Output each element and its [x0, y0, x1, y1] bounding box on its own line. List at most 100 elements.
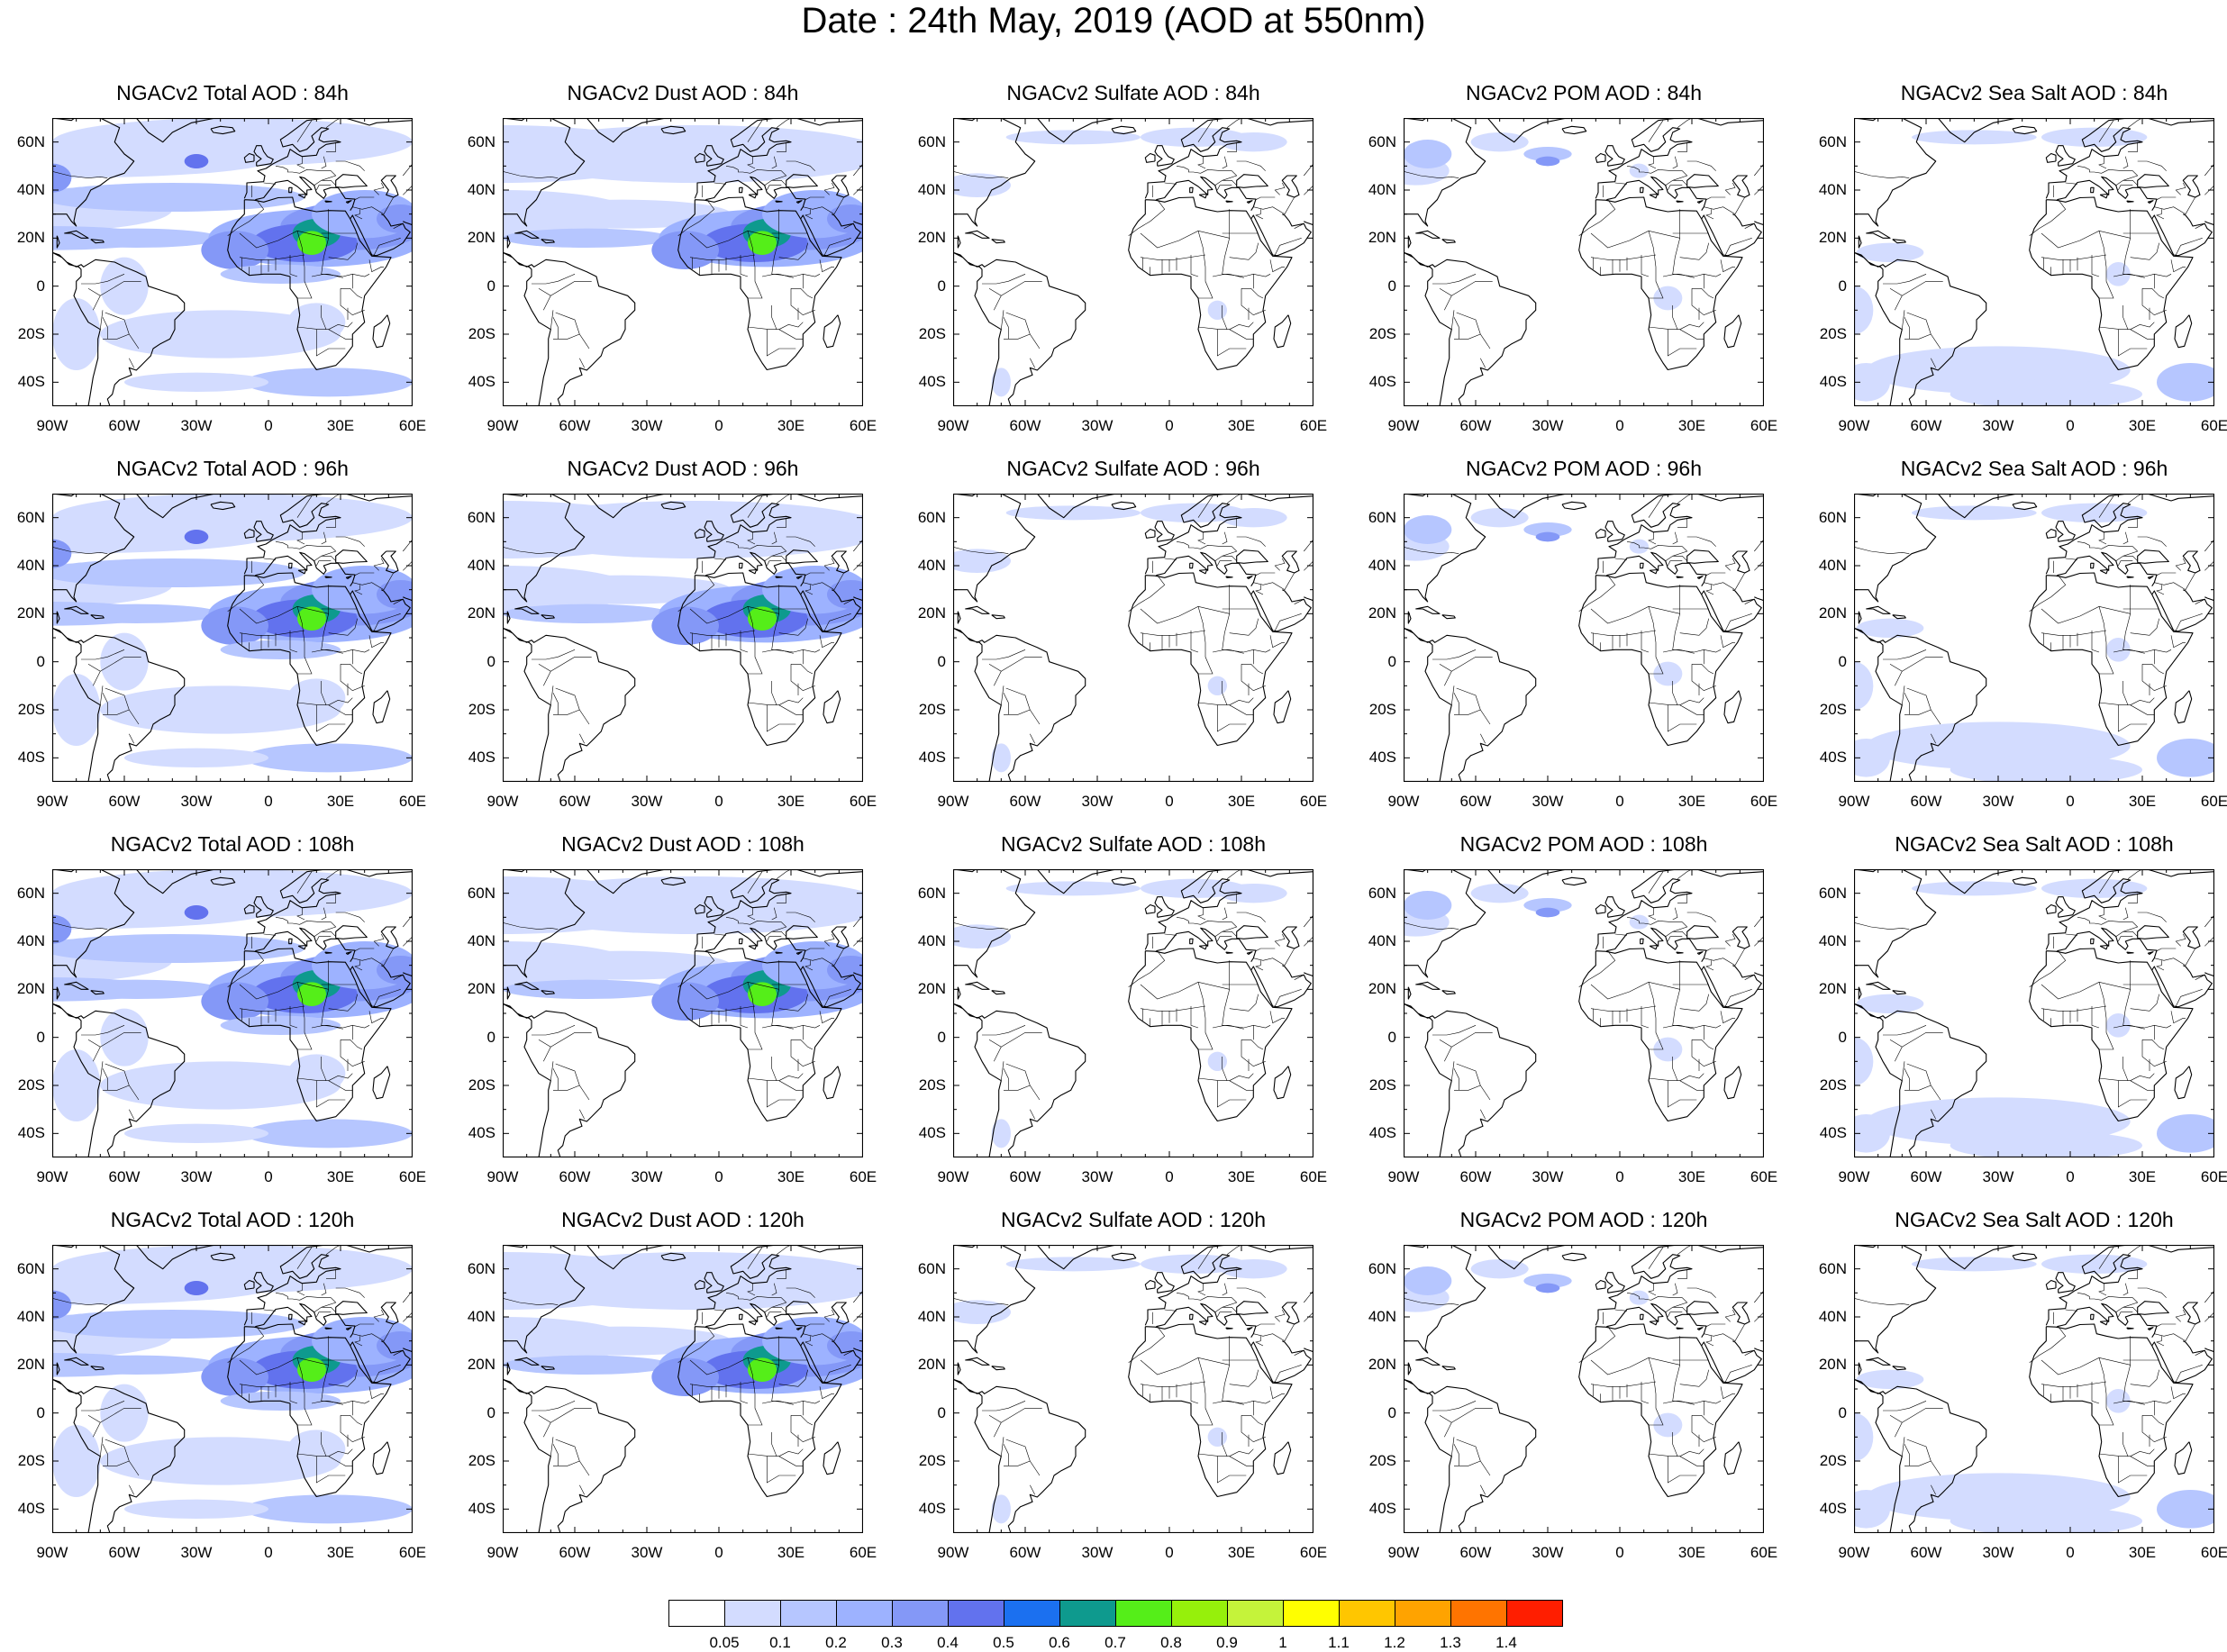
coastline-ireland	[2045, 903, 2057, 914]
border-23	[2099, 1018, 2114, 1050]
border-15	[2130, 994, 2159, 1012]
figure-title: Date : 24th May, 2019 (AOD at 550nm)	[801, 1, 1426, 41]
border-10	[227, 199, 265, 236]
border-26	[791, 1415, 814, 1426]
border-8	[1030, 1109, 1035, 1120]
colorbar-swatch	[1171, 1600, 1228, 1627]
lon-tick-label: 30W	[1081, 1168, 1114, 1185]
aod-contour-2	[503, 228, 671, 248]
coastline-iceland	[2012, 876, 2038, 886]
border-6	[1883, 1401, 1927, 1411]
coastline-africa	[227, 948, 392, 1122]
aod-contour-1	[100, 310, 341, 359]
coastline-madagascar	[1273, 690, 1292, 724]
coastline-greenland	[1486, 494, 1568, 519]
border-41	[1197, 1247, 1213, 1269]
aod-contour-2	[503, 604, 671, 623]
coastline-madagascar	[372, 1066, 391, 1100]
border-10	[1578, 1326, 1616, 1363]
border-2	[1904, 333, 1941, 349]
coastline-arabia	[1250, 965, 1312, 1008]
borders	[503, 494, 863, 744]
border-8	[1030, 1484, 1035, 1495]
border-43	[767, 1312, 782, 1318]
border-44	[2122, 180, 2138, 186]
border-29	[1679, 1448, 1704, 1457]
coastline-cyprus	[345, 200, 352, 204]
border-10	[1578, 199, 1616, 236]
colorbar-swatch	[1450, 1600, 1507, 1627]
aod-contour-8	[297, 231, 326, 255]
coastline-cyprus	[1246, 951, 1253, 955]
border-3	[555, 687, 580, 711]
border-23	[297, 1018, 313, 1050]
border-25	[790, 288, 815, 316]
aod-contour-2	[1523, 522, 1572, 537]
lat-tick-label: 60N	[1368, 508, 1396, 526]
border-32	[2170, 635, 2186, 649]
lat-tick-label: 60N	[16, 132, 45, 150]
aod-map-19	[1854, 1245, 2214, 1533]
border-12	[747, 1357, 756, 1394]
border-34	[1164, 933, 1177, 936]
coastline-cuba2	[957, 611, 961, 624]
border-8	[129, 733, 134, 744]
border-49	[824, 613, 851, 631]
coastline-caspian	[1281, 926, 1300, 949]
border-4	[100, 1032, 141, 1048]
coastline-cyprus	[795, 200, 803, 204]
lat-tick-label: 60N	[1368, 132, 1396, 150]
border-2	[103, 709, 140, 725]
tick-marks	[1854, 118, 2214, 406]
border-23	[297, 267, 313, 299]
lat-tick-label: 40S	[468, 1124, 495, 1142]
coastline-europe	[1595, 869, 1764, 950]
coastline-ireland	[1144, 1279, 1156, 1290]
border-5	[1439, 664, 1452, 686]
lat-tick-label: 60N	[917, 508, 946, 526]
colorbar-label: 0.6	[1049, 1634, 1070, 1651]
lat-tick-label: 0	[937, 1028, 946, 1046]
colorbar-swatch	[1395, 1600, 1451, 1627]
border-11	[1590, 981, 1680, 1000]
border-10	[2029, 199, 2067, 236]
coastline-cyprus	[1246, 576, 1253, 579]
coastline-iceland	[2012, 501, 2038, 511]
lon-tick-label: 60W	[1910, 417, 1942, 434]
border-50	[843, 223, 854, 229]
border-1	[1404, 547, 1459, 555]
border-47	[2175, 182, 2186, 195]
coastline-arabia	[2151, 213, 2213, 257]
border-16	[1140, 254, 1206, 260]
border-18	[1641, 631, 1650, 653]
aod-contour-1	[2041, 503, 2148, 522]
coastline-samerica	[1854, 1003, 1987, 1157]
lat-tick-label: 20N	[917, 980, 946, 998]
coastline-blacksea	[786, 549, 818, 564]
border-41	[1197, 871, 1213, 894]
coastline-caspian	[2182, 550, 2201, 574]
lat-tick-label: 40S	[918, 749, 946, 767]
border-53	[403, 1290, 413, 1303]
lon-tick-label: 0	[714, 417, 723, 434]
border-32	[1269, 1011, 1285, 1024]
coastline-britain	[1154, 521, 1175, 542]
coastline-med	[2057, 176, 2158, 211]
lon-tick-label: 0	[1615, 1168, 1624, 1185]
border-45	[2156, 948, 2177, 951]
colorbar-swatch	[836, 1600, 893, 1627]
lat-tick-label: 40N	[917, 557, 946, 574]
border-25	[1691, 664, 1716, 692]
lon-tick-label: 60W	[1459, 793, 1492, 810]
border-9	[550, 1437, 554, 1457]
border-29	[1679, 1073, 1704, 1081]
lat-tick-label: 40S	[1368, 373, 1396, 391]
border-1	[1854, 171, 1910, 179]
lon-tick-label: 30E	[326, 417, 355, 434]
lat-tick-label: 40N	[1818, 932, 1847, 949]
border-23	[2099, 1393, 2114, 1426]
coastline-cuba	[965, 605, 990, 614]
coastline-madagascar	[1723, 314, 1742, 349]
border-3	[1005, 1063, 1031, 1086]
border-9	[100, 685, 104, 705]
